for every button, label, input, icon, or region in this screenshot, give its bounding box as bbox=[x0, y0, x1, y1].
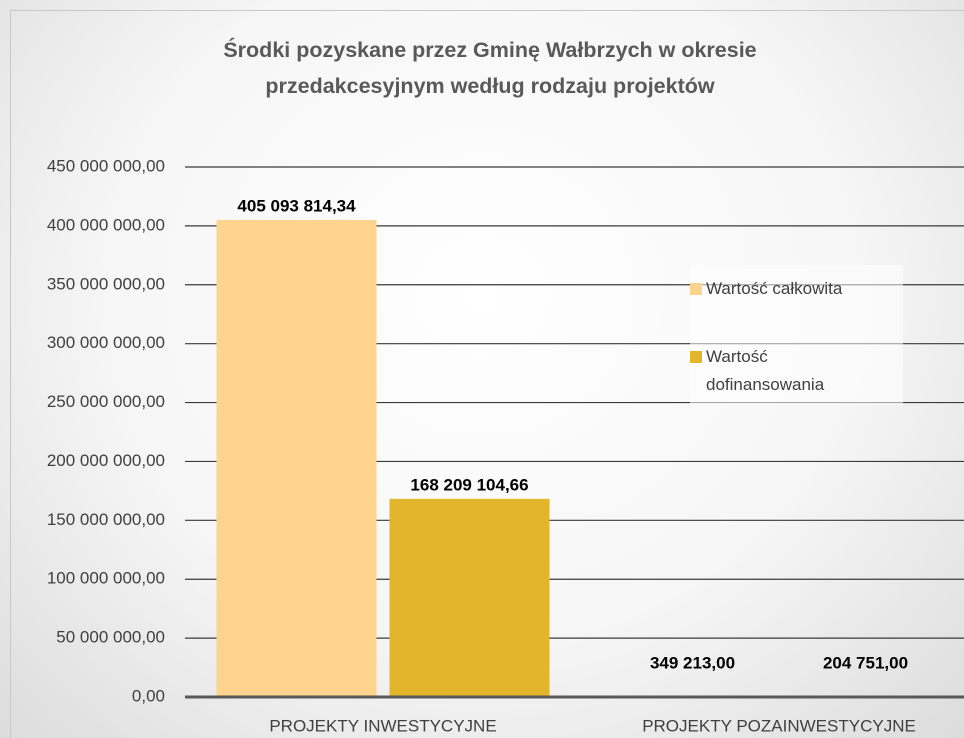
legend-label: Wartość całkowita bbox=[706, 279, 843, 298]
legend-swatch bbox=[690, 283, 702, 295]
x-tick-label: PROJEKTY INWESTYCYJNE bbox=[269, 716, 496, 735]
legend-item: Wartość dofinansowania bbox=[690, 343, 890, 399]
data-label: 405 093 814,34 bbox=[237, 196, 356, 215]
x-tick-label: PROJEKTY POZAINWESTYCYJNE bbox=[642, 716, 916, 735]
legend-item: Wartość całkowita bbox=[690, 275, 890, 303]
y-tick-label: 350 000 000,00 bbox=[47, 274, 165, 293]
y-tick-label: 100 000 000,00 bbox=[47, 569, 165, 588]
chart-title: Środki pozyskane przez Gminę Wałbrzych w… bbox=[223, 38, 757, 98]
y-tick-label: 200 000 000,00 bbox=[47, 451, 165, 470]
bar bbox=[216, 219, 377, 697]
legend-swatch bbox=[690, 351, 702, 363]
y-tick-label: 450 000 000,00 bbox=[47, 156, 165, 175]
y-tick-label: 250 000 000,00 bbox=[47, 392, 165, 411]
y-tick-label: 300 000 000,00 bbox=[47, 333, 165, 352]
y-tick-label: 50 000 000,00 bbox=[56, 628, 165, 647]
y-tick-label: 0,00 bbox=[132, 686, 165, 705]
data-label: 204 751,00 bbox=[823, 653, 908, 672]
legend: Wartość całkowita Wartość dofinansowania bbox=[690, 265, 903, 405]
data-label: 349 213,00 bbox=[650, 653, 735, 672]
y-tick-label: 400 000 000,00 bbox=[47, 215, 165, 234]
data-label: 168 209 104,66 bbox=[410, 475, 528, 494]
chart-frame bbox=[10, 10, 964, 738]
bar bbox=[389, 498, 550, 697]
y-tick-label: 150 000 000,00 bbox=[47, 510, 165, 529]
legend-label: Wartość dofinansowania bbox=[706, 347, 825, 394]
